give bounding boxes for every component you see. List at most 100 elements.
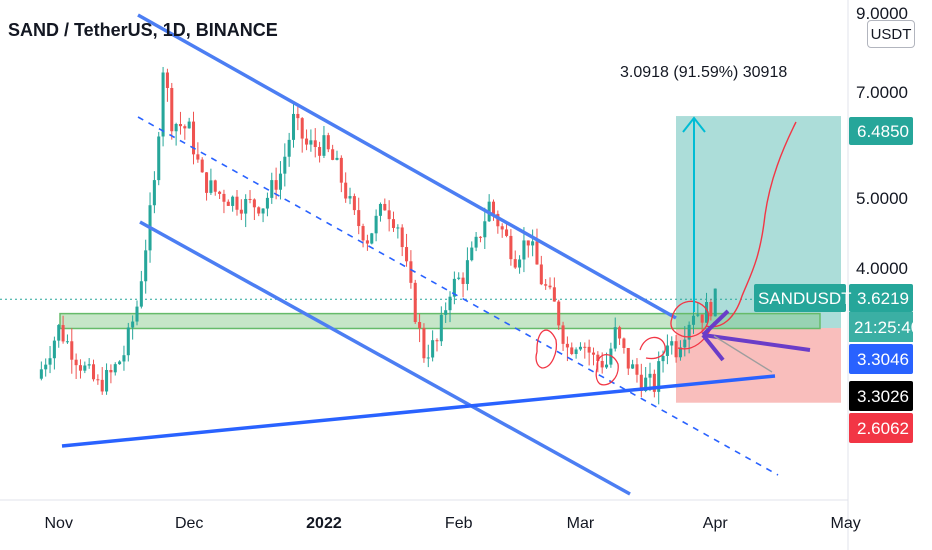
candle-body-88 <box>422 328 426 359</box>
candle-body-29 <box>165 72 169 89</box>
candle-body-4 <box>57 325 61 341</box>
channel-lower-line <box>139 220 631 496</box>
candle-body-111 <box>522 240 526 260</box>
candle-body-16 <box>109 369 113 373</box>
candle-body-129 <box>600 360 604 368</box>
candle-body-51 <box>261 208 265 214</box>
candle-body-35 <box>191 121 196 155</box>
candle-body-87 <box>418 322 422 329</box>
candle-body-42 <box>222 193 226 202</box>
candle-body-54 <box>274 180 278 190</box>
y-tick-label-3: 4.0000 <box>856 259 908 278</box>
candle-body-89 <box>426 357 430 359</box>
price-tag-label-3: 3.3026 <box>857 387 909 406</box>
candle-body-114 <box>535 241 539 265</box>
candle-body-99 <box>470 247 474 261</box>
candle-body-78 <box>378 203 382 216</box>
candle-body-138 <box>639 374 643 391</box>
candle-body-97 <box>461 277 465 284</box>
candle-body-56 <box>283 156 287 174</box>
candle-body-121 <box>565 343 569 348</box>
measure-arrow-head <box>682 116 706 133</box>
candle-body-153 <box>705 302 709 323</box>
candle-body-71 <box>348 196 352 199</box>
candle-body-14 <box>100 379 104 392</box>
candle-body-52 <box>265 197 269 209</box>
price-tag-label-2: 3.3046 <box>857 350 909 369</box>
candle-body-66 <box>326 135 330 150</box>
candle-body-33 <box>183 126 187 129</box>
candle-body-76 <box>370 233 374 244</box>
x-tick-label-4: Mar <box>567 515 595 532</box>
arrow-shaft <box>702 333 811 352</box>
candle-body-24 <box>144 250 148 282</box>
candle-body-98 <box>465 260 469 284</box>
candle-body-50 <box>257 207 261 214</box>
candle-body-48 <box>248 198 252 200</box>
candle-body-107 <box>505 229 509 236</box>
candle-body-136 <box>631 364 635 369</box>
candle-body-102 <box>483 221 487 238</box>
candle-body-62 <box>309 140 313 145</box>
candle-body-105 <box>496 213 500 227</box>
candle-body-117 <box>548 285 552 288</box>
price-tag-2 <box>849 344 913 374</box>
candle-body-112 <box>526 240 530 246</box>
candle-body-127 <box>591 352 596 355</box>
candle-body-143 <box>661 355 665 362</box>
candle-body-104 <box>491 201 496 214</box>
support-trendline <box>61 374 776 448</box>
candle-body-131 <box>609 348 613 365</box>
candle-body-95 <box>452 278 456 297</box>
candle-body-69 <box>339 157 343 183</box>
candle-body-150 <box>691 315 696 325</box>
candle-body-70 <box>344 182 348 199</box>
candle-body-145 <box>670 341 674 346</box>
candle-body-63 <box>313 140 317 148</box>
candle-body-44 <box>231 196 235 206</box>
price-tag-1 <box>849 284 913 312</box>
candle-body-1 <box>44 364 48 370</box>
candle-body-46 <box>239 209 243 214</box>
price-tag-label-0: 6.4850 <box>857 122 909 141</box>
candle-body-9 <box>78 365 82 371</box>
candle-body-113 <box>531 241 535 246</box>
price-tag-label-4: 2.6062 <box>857 419 909 438</box>
candle-body-19 <box>122 355 126 362</box>
candle-body-49 <box>252 199 256 208</box>
candle-body-123 <box>574 349 578 354</box>
candle-body-17 <box>113 364 117 373</box>
candle-body-146 <box>674 341 678 358</box>
x-tick-label-1: Dec <box>175 515 203 532</box>
plot-area <box>0 0 848 500</box>
candle-body-59 <box>296 113 300 119</box>
price-tag-4 <box>849 413 913 443</box>
candle-body-106 <box>500 226 504 230</box>
candle-body-141 <box>652 373 656 392</box>
candle-body-11 <box>87 364 91 366</box>
circle-annotation-3 <box>639 336 666 360</box>
candle-body-118 <box>552 287 556 302</box>
candle-body-101 <box>478 236 482 238</box>
candle-body-68 <box>335 157 339 160</box>
candle-body-109 <box>513 259 517 268</box>
candle-body-74 <box>361 226 365 241</box>
candle-body-85 <box>409 261 413 283</box>
candle-body-128 <box>596 354 600 361</box>
candle-body-31 <box>174 124 178 132</box>
currency-unit-button[interactable]: USDT <box>867 20 915 48</box>
candle-body-12 <box>91 364 96 380</box>
candle-body-53 <box>270 180 274 198</box>
candle-body-57 <box>287 139 291 157</box>
candle-body-137 <box>635 364 639 375</box>
candle-body-96 <box>457 277 461 279</box>
candle-body-67 <box>331 149 335 160</box>
candle-body-47 <box>244 198 248 214</box>
candle-body-152 <box>700 314 704 323</box>
candle-body-155 <box>713 288 717 317</box>
candle-body-86 <box>413 282 417 323</box>
candle-body-43 <box>226 201 230 206</box>
countdown-label: 21:25:40 <box>854 318 920 337</box>
candle-body-27 <box>157 136 161 181</box>
